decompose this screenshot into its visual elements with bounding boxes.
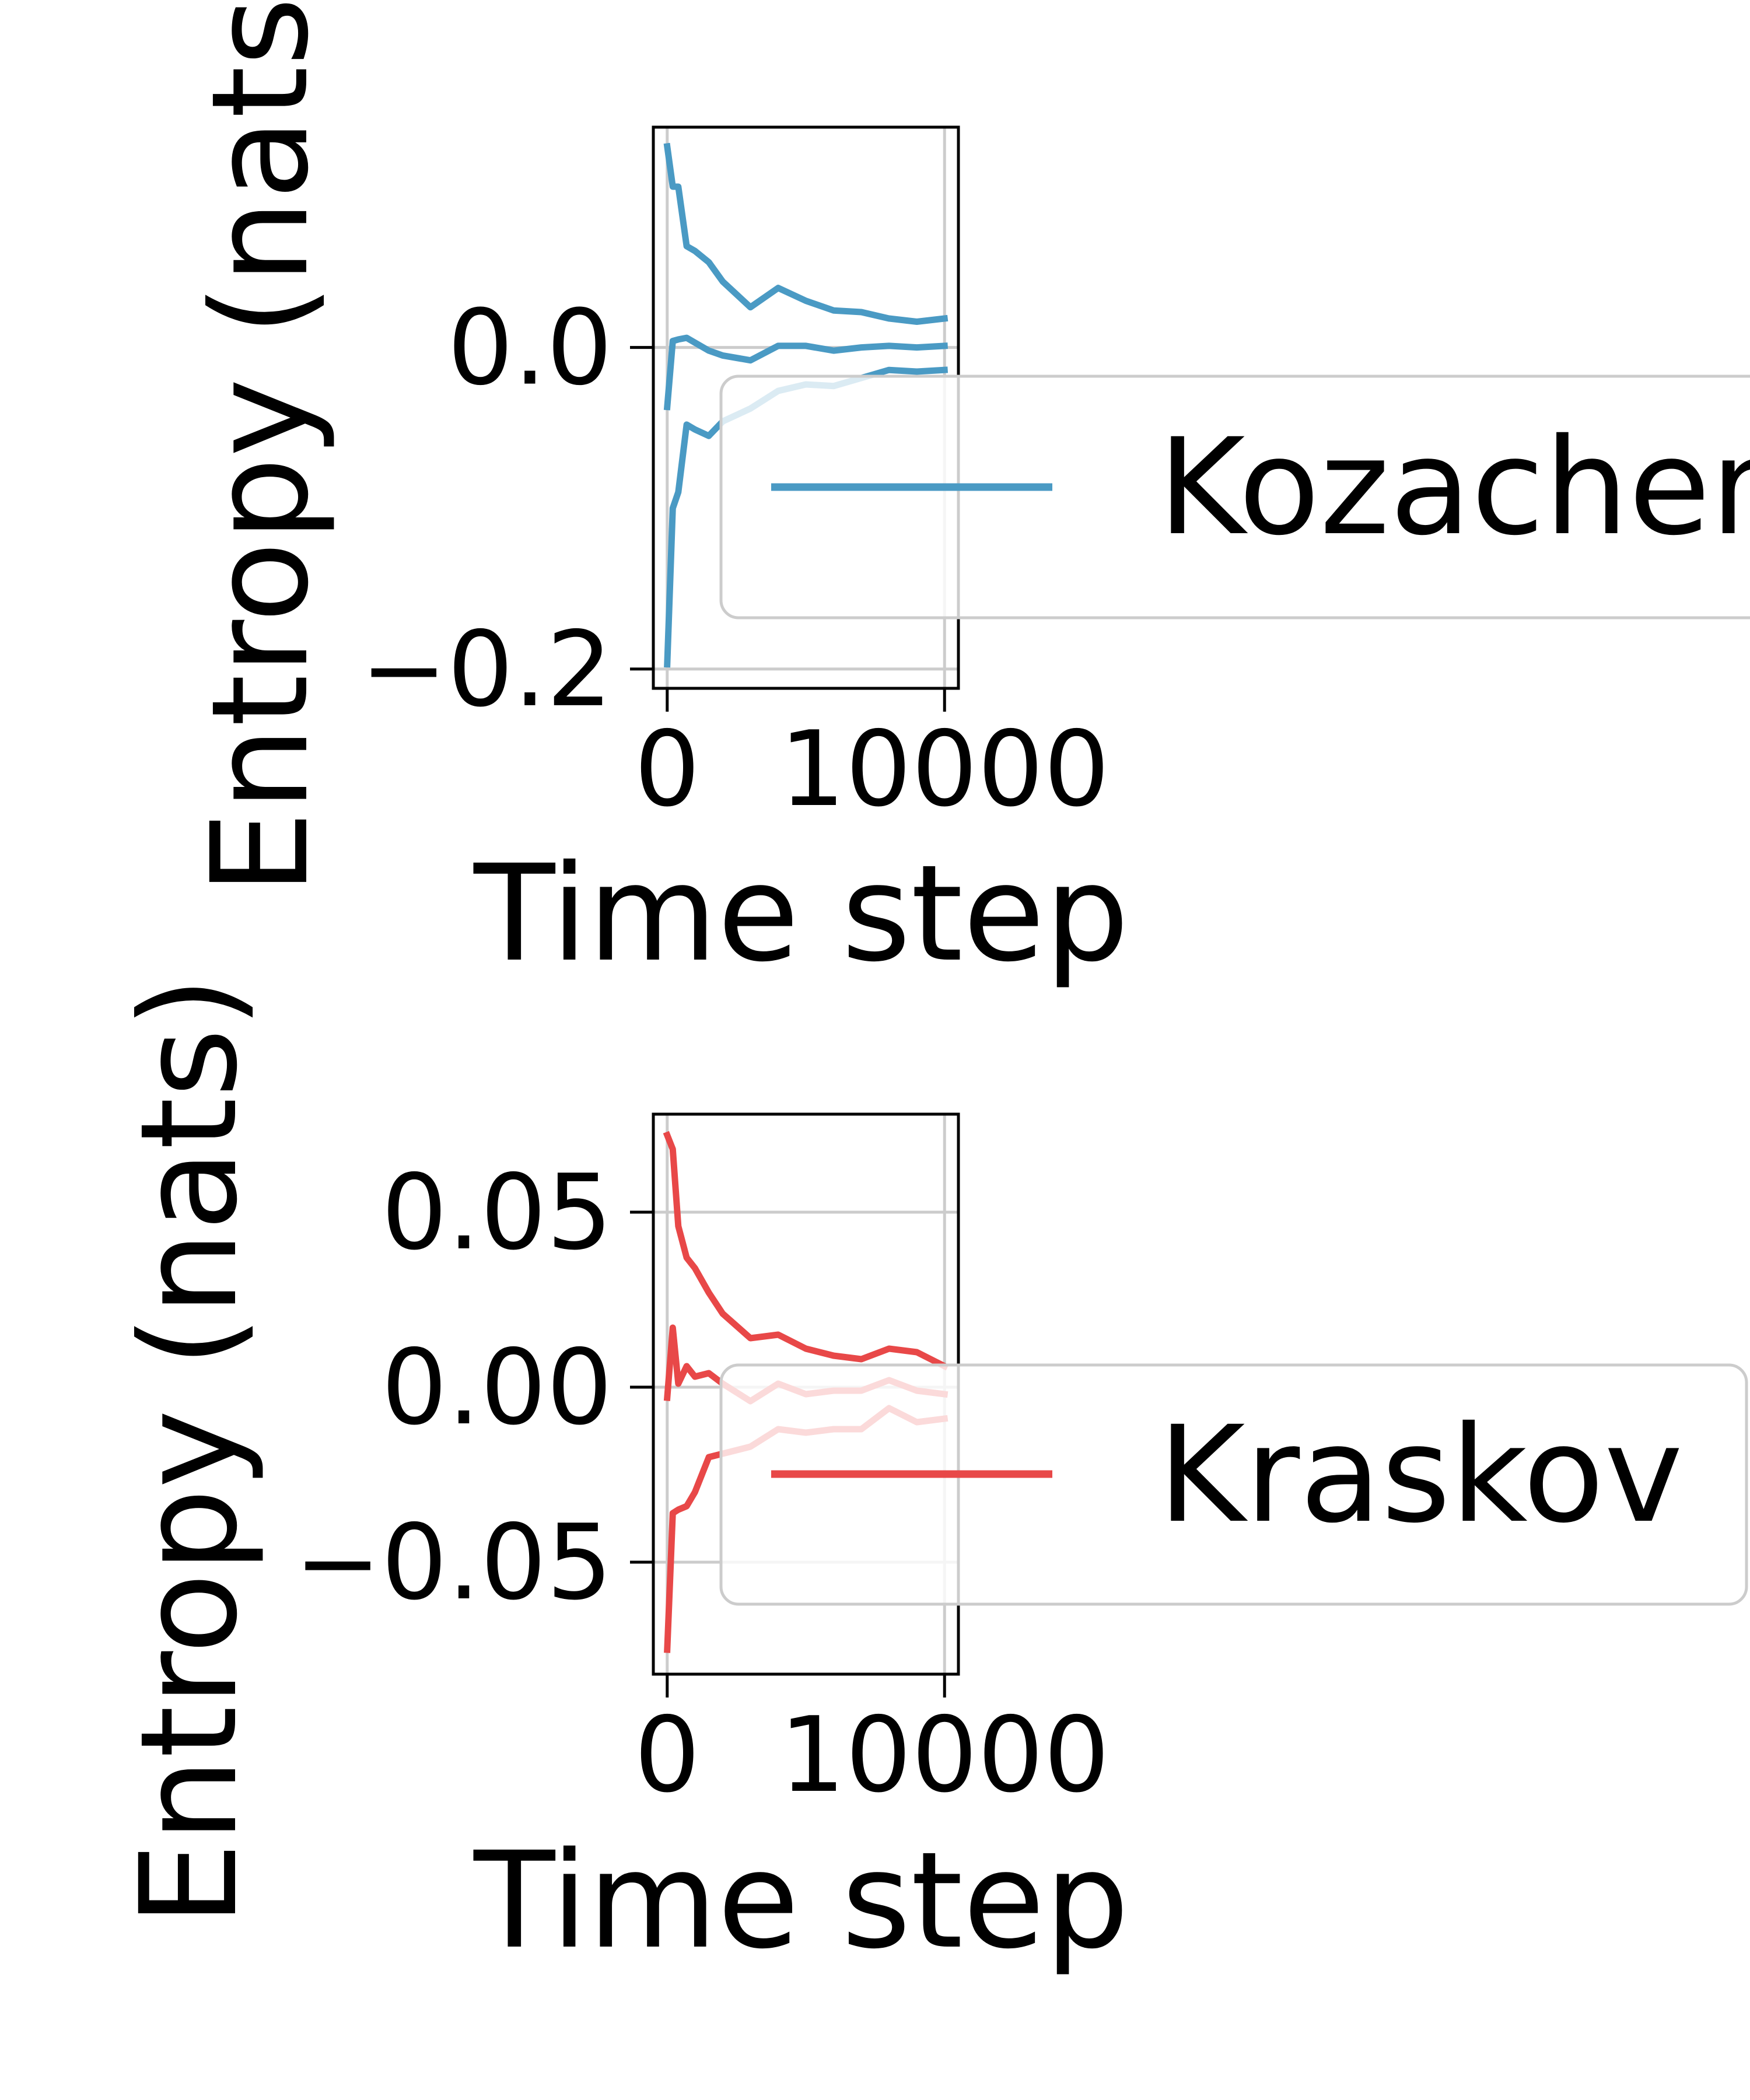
tick-marks	[630, 1210, 946, 1698]
y-tick-label: 0.0	[447, 288, 612, 408]
y-axis-label: Entropy (nats)	[183, 0, 338, 895]
x-axis-label: Time step	[473, 836, 1129, 991]
y-tick-label: −0.2	[360, 609, 612, 730]
y-axis-label: Entropy (nats)	[111, 977, 267, 1927]
kraskov-panel: 0 10000 0.05 0.00 −0.05 Time step Entropy (n…	[111, 977, 1748, 1978]
legend-box	[719, 1363, 1748, 1606]
x-tick-label: 10000	[779, 1695, 1110, 1815]
tick-labels: 0 10000 0.0 −0.2	[360, 288, 1110, 830]
series-line-upper	[663, 142, 949, 325]
x-tick-label: 10000	[779, 709, 1110, 830]
tick-labels: 0 10000 0.05 0.00 −0.05	[295, 1152, 1110, 1815]
series-line-upper	[663, 1130, 949, 1371]
x-tick-label: 0	[634, 1695, 700, 1815]
x-axis-label: Time step	[473, 1823, 1129, 1978]
legend: Kraskov	[719, 1363, 1748, 1606]
y-tick-label: 0.00	[382, 1327, 612, 1448]
y-tick-label: −0.05	[295, 1502, 612, 1623]
legend-label: Kraskov	[1158, 1397, 1683, 1552]
kozachenko-panel: 0 10000 0.0 −0.2 Time step Entropy (nats) K…	[183, 0, 1750, 991]
series-line-mean	[663, 334, 949, 411]
tick-marks	[630, 346, 946, 712]
y-tick-label: 0.05	[382, 1152, 612, 1273]
legend: Kozachenko	[719, 374, 1750, 620]
legend-label: Kozachenko	[1158, 410, 1750, 565]
legend-box	[719, 374, 1750, 620]
x-tick-label: 0	[634, 709, 700, 830]
